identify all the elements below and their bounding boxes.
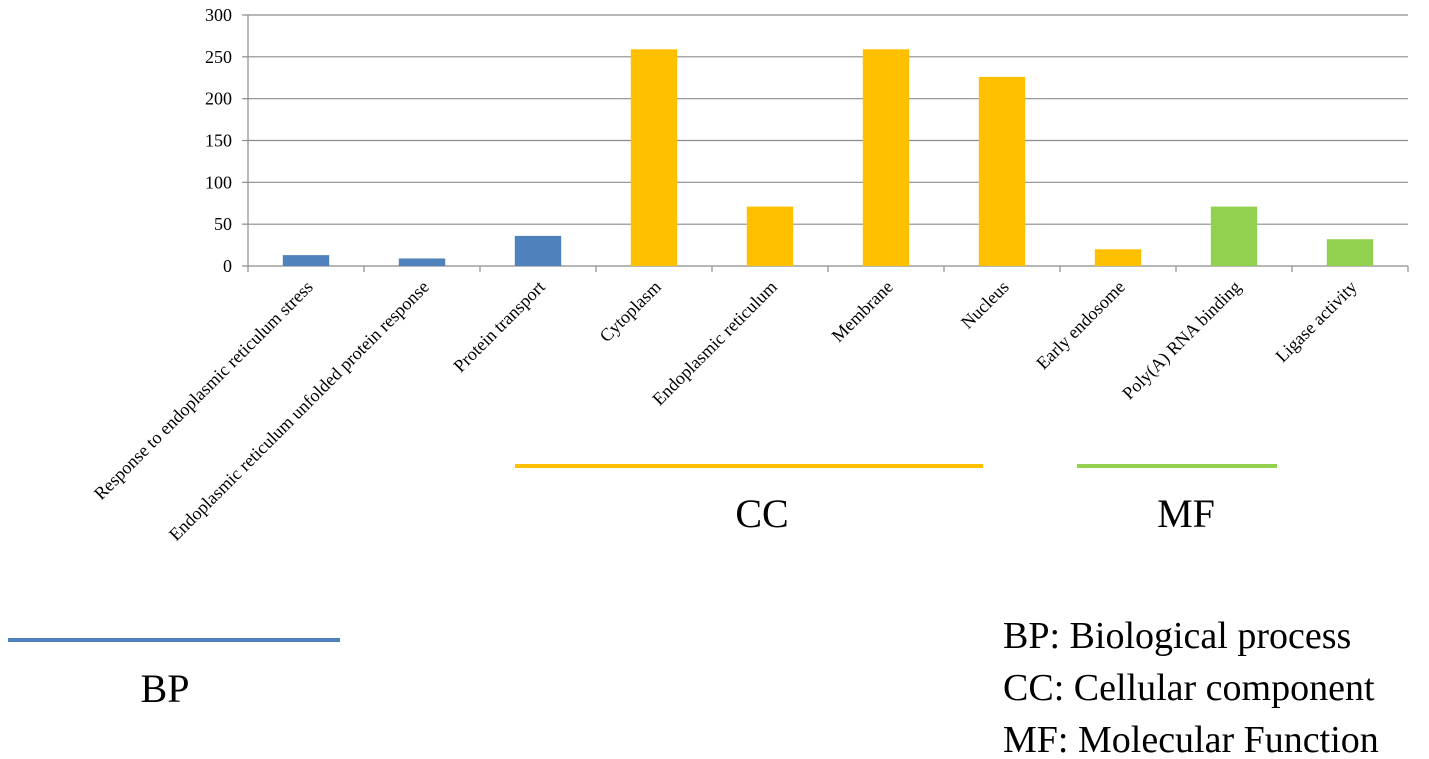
x-category-label: Early endosome xyxy=(1032,277,1129,374)
legend-entry: CC: Cellular component xyxy=(1003,667,1375,709)
bar xyxy=(746,206,794,266)
bar xyxy=(1094,249,1142,266)
group-label-bp: BP xyxy=(141,666,190,711)
x-category-label: Membrane xyxy=(828,277,897,346)
gridlines xyxy=(248,14,1408,225)
x-category-label: Poly(A) RNA binding xyxy=(1118,277,1245,404)
x-category-label: Nucleus xyxy=(957,277,1013,333)
x-category-label: Response to endoplasmic reticulum stress xyxy=(90,277,317,504)
x-category-label: Ligase activity xyxy=(1271,277,1360,366)
group-label-mf: MF xyxy=(1157,491,1215,536)
bars xyxy=(282,49,1374,267)
bar xyxy=(282,255,330,266)
bar xyxy=(398,258,446,266)
x-category-label: Endoplasmic reticulum unfolded protein r… xyxy=(165,277,433,545)
y-tick-label: 100 xyxy=(205,172,232,192)
group-brackets: BP CC MF xyxy=(8,464,1277,711)
bar xyxy=(630,49,678,267)
x-category-label: Cytoplasm xyxy=(596,277,665,346)
x-category-label: Protein transport xyxy=(449,277,548,376)
legend: BP: Biological process CC: Cellular compo… xyxy=(1003,615,1379,759)
legend-entry: BP: Biological process xyxy=(1003,615,1351,657)
y-tick-label: 0 xyxy=(223,256,232,276)
group-label-cc: CC xyxy=(735,491,788,536)
x-category-label: Endoplasmic reticulum xyxy=(648,277,781,410)
bar xyxy=(862,49,910,267)
y-tick-label: 200 xyxy=(205,89,232,109)
bar xyxy=(1210,206,1258,266)
y-tick-labels: 0 50 100 150 200 250 300 xyxy=(205,5,232,276)
y-tick-label: 300 xyxy=(205,5,232,25)
bar xyxy=(978,76,1026,266)
y-tick-label: 150 xyxy=(205,131,232,151)
y-tick-label: 50 xyxy=(214,214,232,234)
legend-entry: MF: Molecular Function xyxy=(1003,719,1379,759)
bar xyxy=(514,235,562,266)
y-tick-label: 250 xyxy=(205,47,232,67)
bar xyxy=(1326,239,1374,266)
